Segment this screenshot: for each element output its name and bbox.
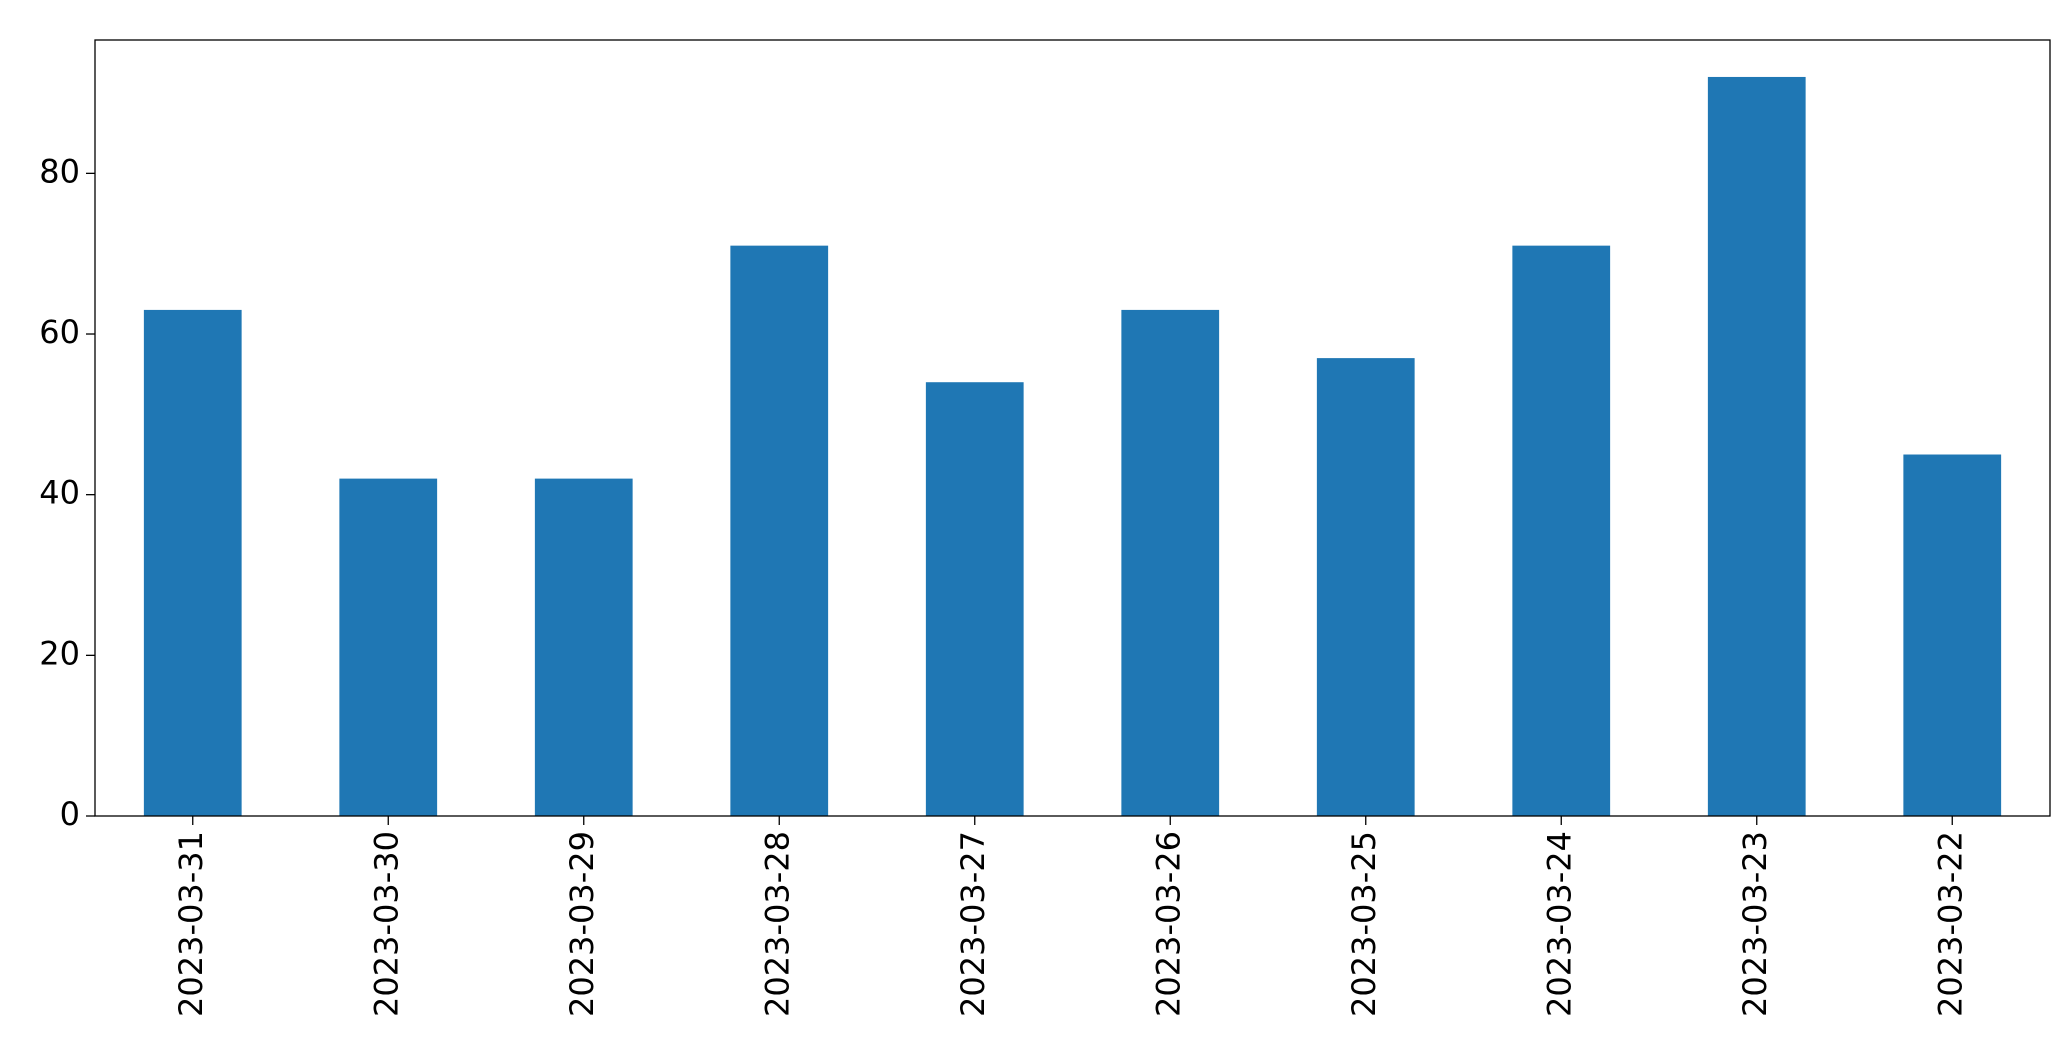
x-tick-label: 2023-03-27: [954, 831, 992, 1017]
x-tick-label: 2023-03-28: [758, 831, 796, 1017]
bar: [1121, 309, 1220, 816]
bar: [1707, 76, 1806, 816]
bar: [925, 382, 1024, 816]
y-tick-label: 80: [39, 152, 80, 190]
y-tick-label: 0: [60, 795, 80, 833]
x-tick-label: 2023-03-29: [563, 831, 601, 1017]
y-tick-label: 20: [39, 634, 80, 672]
plot-frame: [94, 39, 2051, 817]
x-tick-label: 2023-03-25: [1345, 831, 1383, 1017]
x-tick-label: 2023-03-22: [1931, 831, 1969, 1017]
bar: [1512, 245, 1611, 817]
bar: [1316, 358, 1415, 816]
bar: [534, 478, 633, 816]
bar: [339, 478, 438, 816]
x-tick-label: 2023-03-30: [367, 831, 405, 1017]
bar: [1903, 454, 2002, 816]
x-tick-label: 2023-03-26: [1149, 831, 1187, 1017]
bar: [730, 245, 829, 817]
bar: [143, 309, 242, 816]
y-tick-label: 60: [39, 313, 80, 351]
x-tick-label: 2023-03-24: [1540, 831, 1578, 1017]
y-tick-label: 40: [39, 474, 80, 512]
x-tick-label: 2023-03-23: [1736, 831, 1774, 1017]
x-tick-label: 2023-03-31: [172, 831, 210, 1017]
